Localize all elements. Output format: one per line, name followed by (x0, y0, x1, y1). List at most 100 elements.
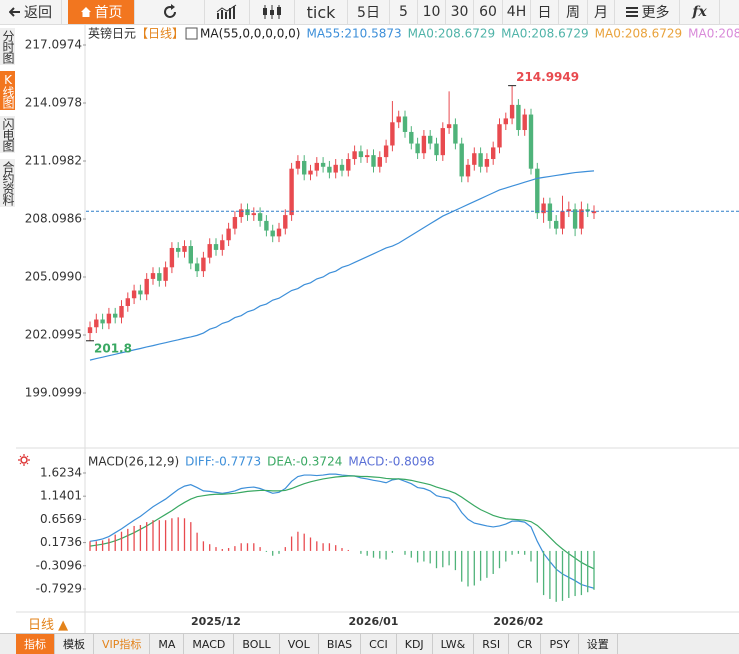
candle-body (94, 319, 99, 328)
sidebar-timeshare[interactable]: 分时图 (0, 28, 15, 65)
candle-body (289, 168, 294, 216)
menu-icon (625, 7, 638, 17)
candle-body (327, 166, 332, 173)
period-5[interactable]: 5 (390, 0, 418, 24)
y-tick-label: 0.1736 (40, 535, 82, 549)
candle-body (472, 153, 477, 165)
indicator-tab[interactable]: VIP指标 (94, 634, 151, 654)
y-tick-label: 202.0995 (25, 327, 82, 341)
period-30[interactable]: 30 (446, 0, 474, 24)
candle-body (516, 104, 521, 131)
indicator-tab[interactable]: 设置 (579, 634, 618, 654)
candle-body (182, 246, 187, 252)
indicator-tab[interactable]: BOLL (234, 634, 280, 654)
refresh-button[interactable] (135, 0, 205, 24)
legend-entry: DIFF:-0.7773 (185, 455, 261, 469)
candle-body (314, 162, 319, 171)
sidebar-kline[interactable]: K线图 (0, 71, 15, 110)
settings-icon-rays (18, 454, 30, 466)
back-icon (9, 7, 20, 17)
sidebar: 分时图 K线图 闪电图 合约资料 (0, 28, 15, 213)
sidebar-contract[interactable]: 合约资料 (0, 159, 15, 207)
period-week[interactable]: 周 (559, 0, 588, 24)
candle-body (478, 153, 483, 167)
candle-body (257, 213, 263, 221)
period-day[interactable]: 日 (531, 0, 559, 24)
home-icon (80, 7, 91, 17)
line-chart-button[interactable] (205, 0, 250, 24)
y-tick-label: 1.6234 (40, 465, 82, 479)
indicator-tab[interactable]: VOL (280, 634, 319, 654)
home-button[interactable]: 首页 (68, 0, 135, 24)
legend-entry: MA0:208.6729 (408, 27, 496, 41)
candle-body (138, 290, 143, 295)
settings-icon[interactable] (18, 454, 30, 466)
candle-body (383, 145, 389, 158)
candle-body (491, 147, 496, 160)
legend-entry: MACD:-0.8098 (348, 455, 434, 469)
indicator-tab[interactable]: RSI (474, 634, 510, 654)
period-60[interactable]: 60 (474, 0, 503, 24)
indicator-tab[interactable]: KDJ (397, 634, 433, 654)
x-tick-label: 2026/01 (349, 615, 399, 628)
indicator-tab[interactable]: MA (150, 634, 185, 654)
period-4h[interactable]: 4H (503, 0, 531, 24)
candle-body (371, 155, 376, 167)
more-button[interactable]: 更多 (615, 0, 680, 24)
formula-button[interactable]: fx (680, 0, 720, 24)
indicator-tab[interactable]: MACD (184, 634, 235, 654)
candle-body (440, 128, 445, 156)
legend-entry: DEA:-0.3724 (267, 455, 342, 469)
candle-body (572, 209, 578, 229)
candle-body (446, 124, 452, 129)
indicator-tab[interactable]: CCI (361, 634, 397, 654)
back-button[interactable]: 返回 (0, 0, 62, 24)
candle-body (566, 209, 571, 212)
sidebar-flash[interactable]: 闪电图 (0, 116, 15, 153)
candle-body (503, 118, 508, 125)
candle-body (263, 8, 267, 15)
candle-body (106, 313, 112, 324)
indicator-tab[interactable]: BIAS (319, 634, 362, 654)
candle-body (509, 104, 515, 119)
candle-body (541, 203, 546, 214)
toolbar: 返回 首页 tick 5日 5 10 30 60 4H 日 周 月 更多 fx (0, 0, 739, 25)
refresh-arrow (170, 4, 175, 10)
indicator-tab[interactable]: PSY (541, 634, 579, 654)
candle-body (251, 213, 256, 216)
macd-line (89, 473, 595, 589)
indicator-tab[interactable]: 模板 (55, 634, 94, 654)
period-5d[interactable]: 5日 (348, 0, 390, 24)
indicator-tab[interactable]: 指标 (16, 634, 55, 654)
candle-body (365, 155, 370, 158)
ma-line (89, 170, 595, 361)
candle-body (100, 319, 105, 324)
period-10[interactable]: 10 (418, 0, 446, 24)
line-shape (216, 4, 237, 13)
period-tick[interactable]: tick (295, 0, 348, 24)
period-month[interactable]: 月 (588, 0, 615, 24)
x-tick-label: 2026/02 (493, 615, 543, 628)
candle-body (591, 211, 597, 214)
indicator-tab[interactable]: LW& (433, 634, 475, 654)
candle-body (125, 298, 130, 306)
candle-body (415, 143, 420, 154)
candle-button[interactable] (250, 0, 295, 24)
home-label: 首页 (94, 5, 123, 21)
candle-body (459, 143, 464, 177)
candle-body (585, 209, 590, 212)
bars-shape (217, 6, 235, 19)
period-selector[interactable]: 日线 ▲ (28, 618, 69, 633)
chart-title: 英镑日元 (88, 26, 136, 41)
candle-body (113, 313, 118, 318)
candle-body (528, 114, 534, 169)
candle-body (277, 7, 281, 15)
candle-body (579, 209, 584, 229)
candle-body (346, 159, 351, 171)
x-tick-label: 2025/12 (191, 615, 241, 628)
candle-body (232, 217, 238, 229)
y-tick-label: 205.0990 (25, 269, 82, 283)
indicator-tab[interactable]: CR (509, 634, 542, 654)
candle-body (554, 220, 559, 229)
